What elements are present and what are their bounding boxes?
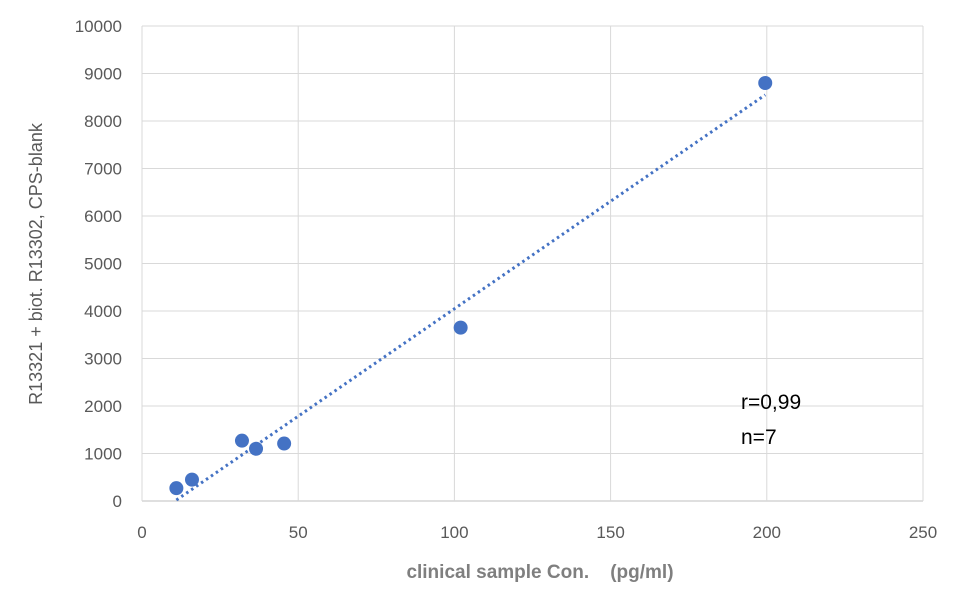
y-tick-label: 4000 <box>84 302 122 321</box>
data-point <box>169 481 184 496</box>
data-point <box>453 320 468 335</box>
y-tick-label: 6000 <box>84 207 122 226</box>
y-tick-label: 10000 <box>75 17 122 36</box>
annotation-r: r=0,99 <box>741 391 801 414</box>
x-axis-title: clinical sample Con. (pg/ml) <box>406 562 673 583</box>
data-point <box>184 472 199 487</box>
x-tick-label: 200 <box>753 523 781 542</box>
y-tick-label: 5000 <box>84 255 122 274</box>
x-tick-label: 250 <box>909 523 937 542</box>
data-point <box>234 433 249 448</box>
y-axis-title: R13321 + biot. R13302, CPS-blank <box>26 122 46 405</box>
y-tick-label: 2000 <box>84 397 122 416</box>
annotation-n: n=7 <box>741 426 777 449</box>
y-tick-label: 9000 <box>84 65 122 84</box>
grid-lines <box>141 25 924 502</box>
x-tick-label: 50 <box>289 523 308 542</box>
y-tick-label: 8000 <box>84 112 122 131</box>
y-tick-labels: 0 1000 2000 3000 4000 5000 6000 7000 8000 9000 100… <box>75 17 122 511</box>
data-points <box>169 76 773 496</box>
trendline <box>175 93 767 502</box>
y-tick-label: 7000 <box>84 160 122 179</box>
data-point <box>277 436 292 451</box>
y-tick-label: 1000 <box>84 445 122 464</box>
x-tick-label: 150 <box>596 523 624 542</box>
x-tick-labels: 0 50 100 150 200 250 <box>137 523 937 542</box>
x-tick-label: 100 <box>440 523 468 542</box>
data-point <box>758 76 773 90</box>
y-tick-label: 0 <box>113 492 122 511</box>
x-tick-label: 0 <box>137 523 146 542</box>
trendline-group <box>175 93 767 502</box>
y-tick-label: 3000 <box>84 350 122 369</box>
data-point <box>249 441 264 456</box>
